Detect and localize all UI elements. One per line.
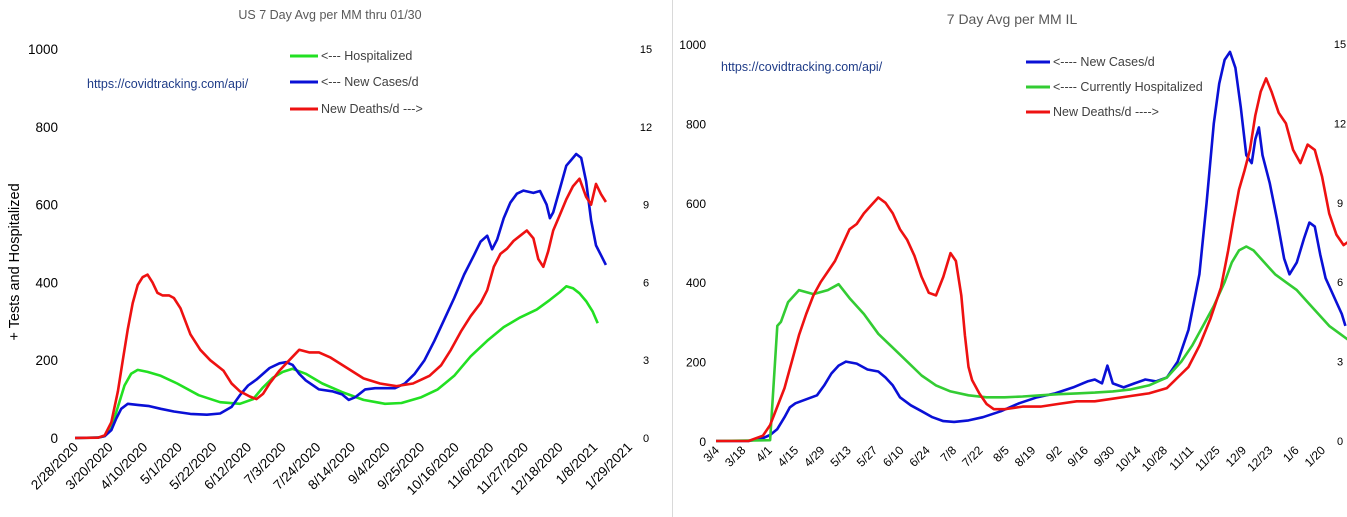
series-lines [74, 152, 608, 440]
x-tick-label: 12/23 [1244, 443, 1275, 474]
y2-tick-label: 15 [640, 44, 652, 56]
source-annotation: https://covidtracking.com/api/ [87, 77, 249, 91]
series-line [74, 285, 599, 440]
x-tick-label: 4/1 [753, 443, 775, 465]
y2-tick-label: 6 [643, 277, 649, 289]
source-annotation: https://covidtracking.com/api/ [721, 60, 883, 74]
legend-label: New Deaths/d ---> [321, 102, 423, 116]
x-tick-label: 4/15 [775, 443, 802, 470]
x-tick-label: 7/8 [938, 443, 960, 465]
us-chart-panel: US 7 Day Avg per MM thru 01/30 + Tests a… [0, 0, 672, 517]
y2-tick-label: 12 [1334, 118, 1346, 130]
series-line [74, 177, 608, 440]
y-tick-label: 1000 [679, 38, 706, 52]
y2-tick-label: 0 [1337, 436, 1343, 448]
y-tick-label: 800 [686, 117, 706, 131]
legend-label: <---- Currently Hospitalized [1053, 80, 1203, 94]
x-tick-label: 4/29 [801, 443, 828, 470]
y2-tick-label: 9 [643, 200, 649, 212]
y-tick-label: 1000 [28, 42, 58, 57]
x-tick-label: 5/13 [827, 443, 854, 470]
chart-title: US 7 Day Avg per MM thru 01/30 [238, 8, 421, 22]
y2-tick-label: 6 [1337, 277, 1343, 289]
series-line [715, 245, 1347, 443]
y-tick-label: 0 [699, 435, 706, 449]
y-tick-label: 800 [35, 120, 58, 135]
y2-tick-label: 3 [1337, 357, 1343, 369]
x-tick-label: 1/20 [1302, 443, 1329, 470]
x-tick-label: 11/11 [1167, 443, 1197, 473]
panel-divider [672, 0, 673, 517]
x-tick-label: 11/25 [1192, 443, 1223, 474]
x-tick-label: 9/16 [1065, 443, 1092, 470]
y-tick-label: 400 [686, 276, 706, 290]
x-tick-label: 5/27 [854, 443, 881, 470]
x-tick-label: 10/14 [1113, 443, 1144, 474]
y-tick-label: 600 [686, 197, 706, 211]
x-tick-label: 7/22 [959, 443, 986, 470]
series-line [716, 77, 1347, 443]
y-tick-label: 200 [35, 353, 58, 368]
x-tick-label: 1/6 [1280, 443, 1302, 465]
x-tick-label: 8/5 [990, 443, 1012, 465]
y2-tick-label: 3 [643, 355, 649, 367]
legend-label: <--- New Cases/d [321, 75, 419, 89]
y-tick-label: 0 [50, 431, 58, 446]
series-line [716, 50, 1347, 443]
legend: <---- New Cases/d <---- Currently Hospita… [1026, 55, 1203, 119]
il-chart: 7 Day Avg per MM IL https://covidtrackin… [679, 11, 1347, 474]
chart-title: 7 Day Avg per MM IL [947, 11, 1078, 27]
x-tick-label: 10/28 [1139, 443, 1170, 474]
legend-label: <---- New Cases/d [1053, 55, 1155, 69]
legend: <--- Hospitalized <--- New Cases/d New Dea… [290, 49, 423, 116]
y-tick-label: 600 [35, 198, 58, 213]
legend-label: New Deaths/d ----> [1053, 105, 1159, 119]
x-tick-label: 6/10 [880, 443, 907, 470]
x-tick-label: 3/18 [722, 443, 749, 470]
series-lines [715, 50, 1347, 443]
y-tick-label: 400 [35, 275, 58, 290]
series-line [74, 152, 608, 440]
il-chart-panel: 7 Day Avg per MM IL https://covidtrackin… [673, 0, 1347, 517]
y2-tick-label: 0 [643, 433, 649, 445]
y-tick-label: 200 [686, 356, 706, 370]
y2-tick-label: 12 [640, 122, 652, 134]
x-tick-label: 6/24 [906, 443, 933, 470]
y-axis-label: + Tests and Hospitalized [7, 183, 23, 340]
x-tick-label: 8/19 [1012, 443, 1039, 470]
y2-tick-label: 15 [1334, 39, 1346, 51]
us-chart: US 7 Day Avg per MM thru 01/30 + Tests a… [7, 8, 652, 498]
x-tick-label: 9/2 [1043, 443, 1065, 465]
y2-tick-label: 9 [1337, 198, 1343, 210]
legend-label: <--- Hospitalized [321, 49, 412, 63]
